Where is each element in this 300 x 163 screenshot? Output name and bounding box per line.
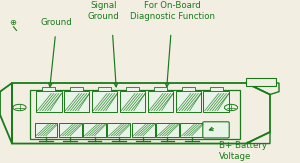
Bar: [210, 87, 223, 91]
FancyBboxPatch shape: [203, 122, 229, 138]
Bar: [30, 90, 240, 139]
Text: For On-Board
Diagnostic Function: For On-Board Diagnostic Function: [130, 1, 215, 21]
Bar: [92, 91, 117, 112]
Text: Signal
Ground: Signal Ground: [88, 1, 119, 21]
Bar: [176, 91, 201, 112]
Text: ⊕: ⊕: [9, 18, 16, 27]
Text: B+ Battery
Voltage: B+ Battery Voltage: [219, 141, 267, 161]
Bar: [126, 87, 139, 91]
Bar: [156, 123, 179, 137]
Bar: [148, 91, 173, 112]
Bar: [132, 123, 154, 137]
Bar: [246, 78, 276, 86]
Bar: [182, 87, 195, 91]
Bar: [180, 123, 203, 137]
Bar: [70, 87, 83, 91]
Bar: [36, 91, 62, 112]
Bar: [64, 91, 89, 112]
Bar: [34, 123, 57, 137]
Bar: [107, 123, 130, 137]
Bar: [120, 91, 145, 112]
Bar: [83, 123, 106, 137]
Bar: [203, 91, 229, 112]
Bar: [98, 87, 111, 91]
Bar: [42, 87, 55, 91]
Bar: [59, 123, 82, 137]
Bar: [154, 87, 167, 91]
Text: Ground: Ground: [40, 18, 72, 27]
